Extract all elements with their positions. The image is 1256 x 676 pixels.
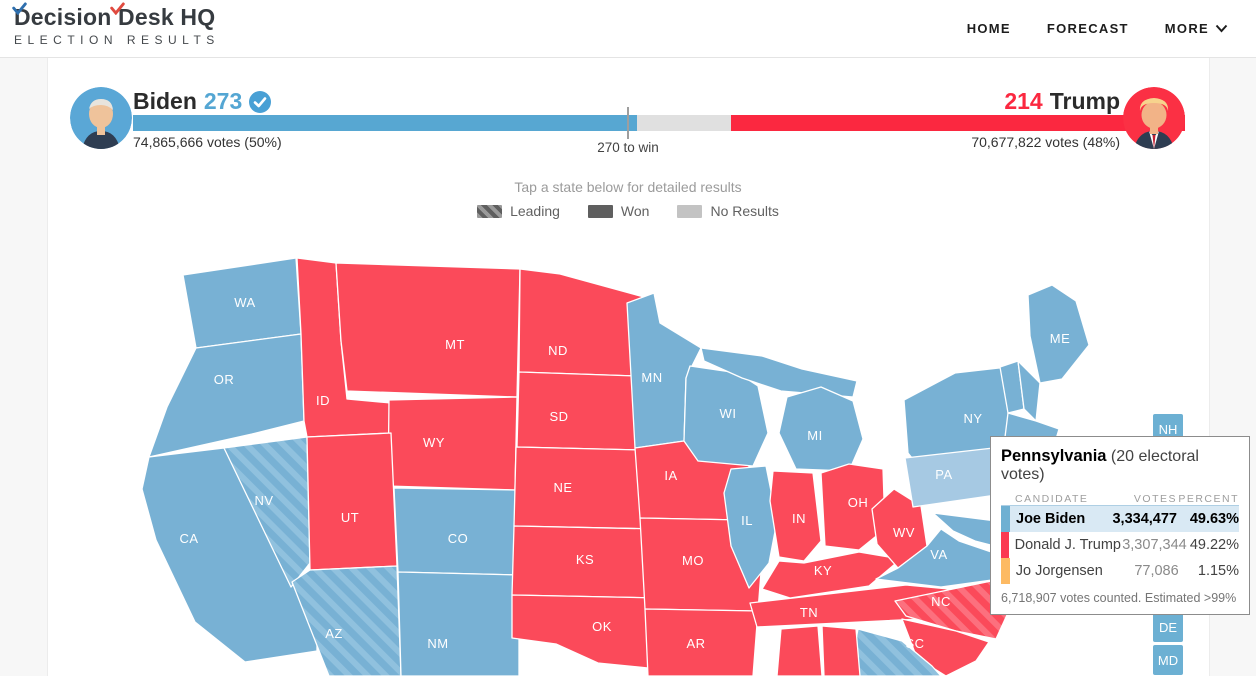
state-ND[interactable] [518,268,645,377]
state-MS[interactable] [776,625,823,676]
candidate-name: Donald J. Trump [1014,537,1121,553]
trump-score: 214 Trump [1004,88,1120,115]
tooltip-row-biden: Joe Biden 3,334,477 49.63% [1001,505,1239,532]
chevron-down-icon [1215,24,1228,33]
trump-votes-total: 70,677,822 votes (48%) [971,134,1120,150]
legend-noresults-label: No Results [710,203,779,219]
legend-leading-label: Leading [510,203,560,219]
small-state-box-DE[interactable]: DE [1153,612,1183,642]
state-WA[interactable] [182,257,302,349]
biden-name: Biden [133,88,197,114]
state-AL[interactable] [821,625,861,676]
state-KY[interactable] [761,551,902,599]
candidate-name: Joe Biden [1016,511,1086,527]
state-MT[interactable] [335,262,521,398]
electoral-vote-bar [133,115,1185,131]
candidate-votes: 3,307,344 [1122,537,1187,553]
state-results-tooltip: Pennsylvania (20 electoral votes) CANDID… [990,436,1250,615]
trump-electoral-votes: 214 [1004,88,1043,114]
state-WY[interactable] [387,396,518,491]
logo-title: Decision Desk HQ [12,2,216,30]
state-IN[interactable] [769,470,822,562]
red-check-icon [110,2,125,15]
candidate-percent: 1.15% [1197,563,1239,579]
tooltip-title: Pennsylvania (20 electoral votes) [1001,447,1239,484]
nav-home[interactable]: HOME [966,21,1011,36]
state-MI-upper[interactable] [700,347,858,398]
candidate-percent: 49.63% [1189,511,1239,527]
legend-leading-swatch [477,204,503,218]
logo-subtitle: ELECTION RESULTS [14,33,220,47]
header-percent: PERCENT [1178,493,1239,505]
undecided-bar-segment [637,115,731,131]
270-threshold-label: 270 to win [597,140,659,155]
tooltip-state-name: Pennsylvania [1001,447,1107,465]
candidate-percent: 49.22% [1189,537,1239,553]
state-CO[interactable] [393,487,520,576]
biden-electoral-votes: 273 [203,88,243,114]
biden-score: Biden 273 [133,88,272,115]
nav-forecast[interactable]: FORECAST [1046,21,1129,36]
tooltip-electoral-votes: (20 electoral votes) [1001,448,1199,483]
state-OK[interactable] [511,594,662,670]
top-navbar: Decision Desk HQ ELECTION RESULTS HOME F… [0,0,1256,58]
tooltip-row-trump: Donald J. Trump 3,307,344 49.22% [1001,532,1239,558]
state-ME[interactable] [1027,284,1090,384]
nav-links: HOME FORECAST MORE [967,0,1228,57]
candidate-name: Jo Jorgensen [1015,563,1103,579]
tooltip-table-header: CANDIDATE VOTES PERCENT [1001,493,1239,505]
biden-bar-segment [133,115,637,131]
270-threshold-tick [627,107,629,139]
state-AZ[interactable] [291,565,402,676]
candidate-votes: 3,334,477 [1112,511,1177,527]
blue-check-icon [12,2,27,15]
state-OR[interactable] [148,333,305,458]
winner-check-badge-icon [249,90,272,113]
trump-color-swatch [1001,532,1009,558]
state-SD[interactable] [516,371,642,451]
state-NM[interactable] [397,571,520,676]
state-IL[interactable] [723,465,778,589]
biden-avatar [70,87,132,149]
biden-votes-total: 74,865,666 votes (50%) [133,134,282,150]
legend-noresults-swatch [677,204,703,218]
header-candidate: CANDIDATE [1015,493,1089,505]
map-hint-text: Tap a state below for detailed results [514,179,742,195]
nav-more[interactable]: MORE [1165,21,1228,36]
tooltip-row-jorgensen: Jo Jorgensen 77,086 1.15% [1001,558,1239,584]
state-KS[interactable] [511,525,662,599]
map-legend: Leading Won No Results [0,203,1256,219]
small-state-box-MD[interactable]: MD [1153,645,1183,675]
state-MI[interactable] [778,386,864,472]
trump-avatar [1123,87,1185,149]
biden-color-swatch [1001,506,1010,532]
trump-bar-segment [731,115,1185,131]
candidate-votes: 77,086 [1134,563,1179,579]
legend-won-swatch [587,204,613,218]
tooltip-footer: 6,718,907 votes counted. Estimated >99% … [1001,591,1239,605]
legend-won-label: Won [620,203,650,219]
state-UT[interactable] [306,432,398,571]
header-votes: VOTES [1133,493,1177,505]
state-AR[interactable] [644,608,759,676]
logo[interactable]: Decision Desk HQ ELECTION RESULTS [12,2,220,47]
jorgensen-color-swatch [1001,558,1010,584]
trump-name: Trump [1049,88,1120,114]
state-VA[interactable] [875,528,1007,588]
